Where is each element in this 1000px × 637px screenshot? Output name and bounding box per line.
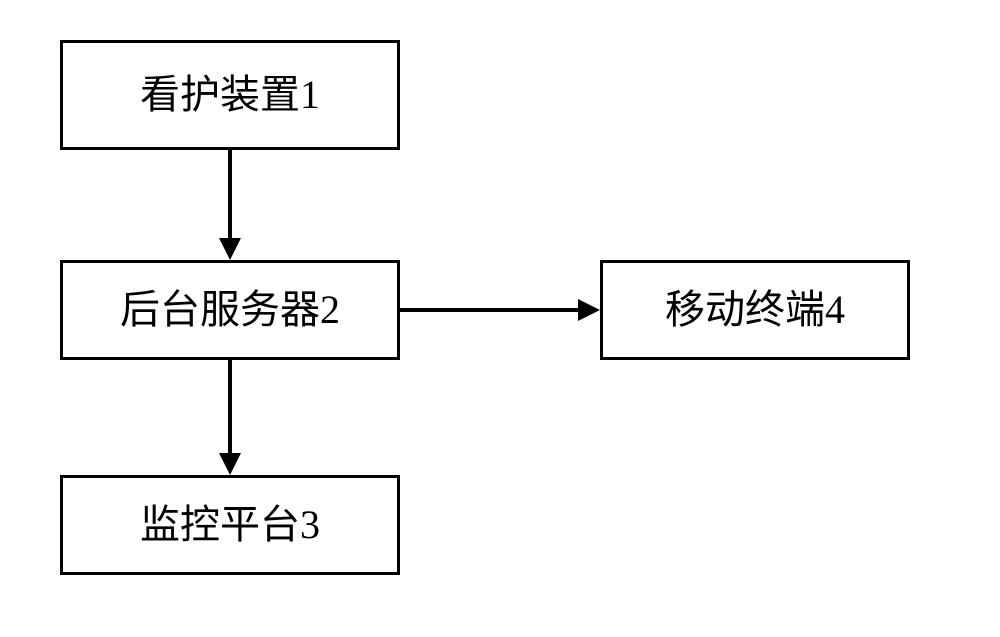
edge-line	[228, 360, 232, 453]
edge-line	[400, 308, 578, 312]
node-care-device: 看护装置1	[60, 40, 400, 150]
arrow-down-icon	[219, 453, 241, 475]
node-label: 监控平台3	[140, 501, 320, 549]
node-label: 后台服务器2	[120, 286, 340, 334]
node-label: 看护装置1	[140, 71, 320, 119]
node-label: 移动终端4	[665, 286, 845, 334]
node-mobile-terminal: 移动终端4	[600, 260, 910, 360]
node-monitoring-platform: 监控平台3	[60, 475, 400, 575]
edge-line	[228, 150, 232, 238]
node-backend-server: 后台服务器2	[60, 260, 400, 360]
arrow-right-icon	[578, 299, 600, 321]
arrow-down-icon	[219, 238, 241, 260]
